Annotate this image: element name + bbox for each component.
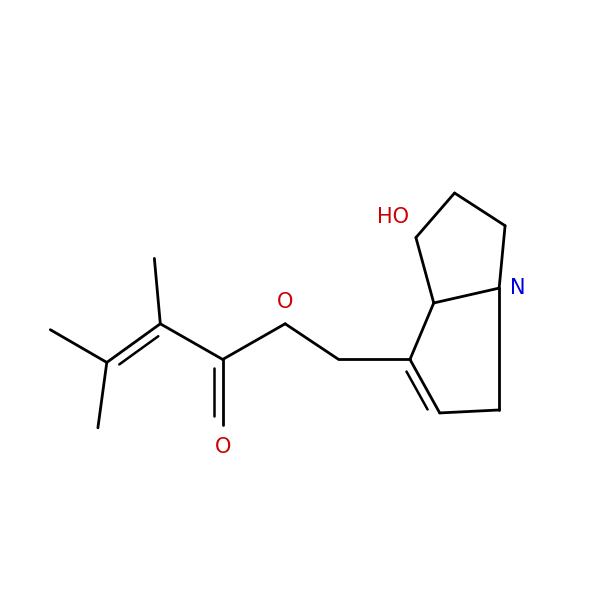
Text: O: O: [277, 292, 293, 312]
Text: N: N: [510, 278, 526, 298]
Text: HO: HO: [377, 207, 409, 227]
Text: O: O: [215, 437, 231, 457]
